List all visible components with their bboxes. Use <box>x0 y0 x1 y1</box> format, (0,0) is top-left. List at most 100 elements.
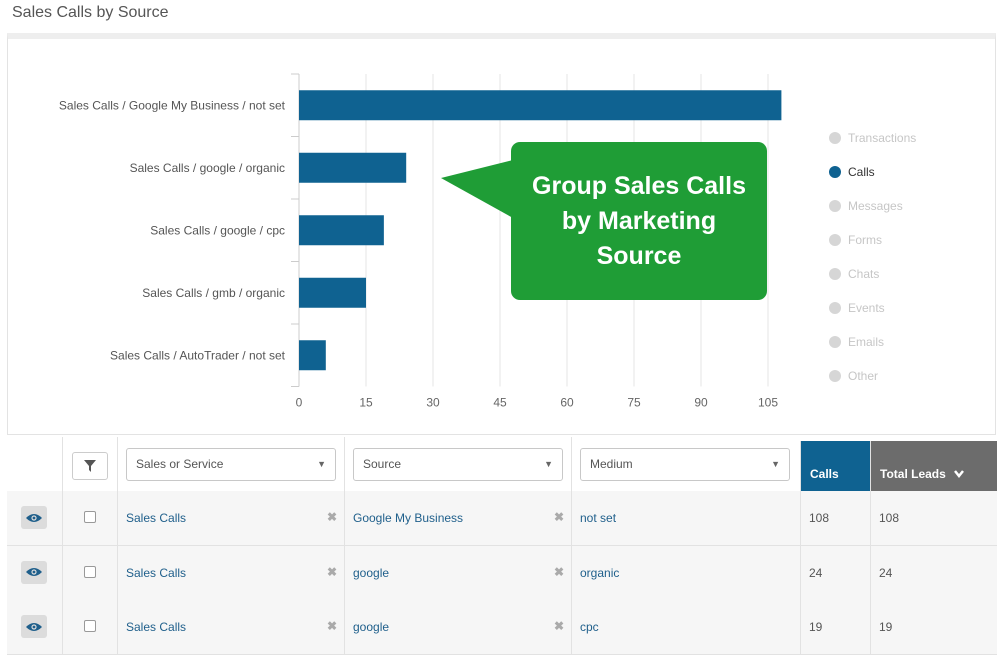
source-select[interactable]: Source ▼ <box>353 448 563 481</box>
y-category-label: Sales Calls / google / cpc <box>150 223 285 237</box>
legend-label: Chats <box>848 267 880 281</box>
row-source-cell: google ✖ <box>344 600 571 654</box>
page-title: Sales Calls by Source <box>12 4 169 21</box>
table-row: Sales Calls ✖ google ✖ organic 24 24 <box>7 545 997 601</box>
legend-item-emails[interactable]: Emails <box>829 325 916 359</box>
x-tick-label: 45 <box>493 396 507 410</box>
leads-table: Sales or Service ▼ Source ▼ Medium ▼ Cal… <box>7 437 997 659</box>
legend-label: Other <box>848 369 879 383</box>
source-value[interactable]: google <box>353 565 390 580</box>
legend-item-transactions[interactable]: Transactions <box>829 121 916 155</box>
total-leads-value: 24 <box>879 565 893 580</box>
row-eye-cell <box>7 600 62 654</box>
y-category-label: Sales Calls / Google My Business / not s… <box>59 98 286 112</box>
x-tick-label: 90 <box>694 396 708 410</box>
legend-label: Events <box>848 301 885 315</box>
eye-icon <box>26 567 42 577</box>
total-leads-column-header[interactable]: Total Leads <box>870 441 997 491</box>
remove-icon[interactable]: ✖ <box>326 564 337 579</box>
table-row: Sales Calls ✖ google ✖ cpc 19 19 <box>7 600 997 655</box>
total-leads-value: 108 <box>879 511 900 525</box>
legend-dot-icon <box>829 336 841 348</box>
x-tick-label: 105 <box>758 396 778 410</box>
medium-select[interactable]: Medium ▼ <box>580 448 790 481</box>
bar <box>299 90 782 121</box>
medium-value[interactable]: cpc <box>580 620 599 634</box>
legend-item-events[interactable]: Events <box>829 291 916 325</box>
chevron-down-icon: ▼ <box>544 459 553 469</box>
medium-value[interactable]: not set <box>580 511 617 525</box>
row-leads-cell: 108 <box>870 491 997 545</box>
y-category-label: Sales Calls / gmb / organic <box>142 286 285 300</box>
source-select-label: Source <box>363 457 402 471</box>
row-source-cell: Google My Business ✖ <box>344 491 571 545</box>
legend-dot-icon <box>829 302 841 314</box>
legend-item-calls[interactable]: Calls <box>829 155 916 189</box>
bar-chart: 0 15 30 45 60 75 90 105 Sales Calls / Google My … <box>59 73 782 410</box>
calls-value: 108 <box>809 511 830 525</box>
x-tick-label: 15 <box>359 396 373 410</box>
row-eye-cell <box>7 546 62 600</box>
remove-icon[interactable]: ✖ <box>326 510 337 524</box>
callout-box: Group Sales Calls by Marketing Source <box>511 142 767 300</box>
row-type-cell: Sales Calls ✖ <box>117 600 344 654</box>
bar <box>299 215 384 246</box>
medium-select-label: Medium <box>590 457 633 471</box>
y-category-label: Sales Calls / AutoTrader / not set <box>110 348 286 362</box>
y-category-label: Sales Calls / google / organic <box>130 161 285 175</box>
legend-item-other[interactable]: Other <box>829 359 916 393</box>
row-calls-cell: 24 <box>800 545 870 600</box>
row-checkbox[interactable] <box>84 620 96 632</box>
remove-icon[interactable]: ✖ <box>553 564 564 579</box>
row-checkbox-cell <box>62 545 117 600</box>
x-tick-label: 30 <box>426 396 440 410</box>
header-source-cell: Source ▼ <box>344 437 571 491</box>
calls-column-header[interactable]: Calls <box>800 441 870 491</box>
row-calls-cell: 108 <box>800 491 870 545</box>
legend-label: Forms <box>848 233 882 247</box>
type-value[interactable]: Sales Calls <box>126 620 187 634</box>
legend-label: Transactions <box>848 131 917 145</box>
row-source-cell: google ✖ <box>344 545 571 600</box>
chevron-down-icon: ▼ <box>317 459 326 469</box>
row-type-cell: Sales Calls ✖ <box>117 491 344 545</box>
remove-icon[interactable]: ✖ <box>553 619 564 633</box>
legend-label: Calls <box>848 165 875 179</box>
legend-dot-icon <box>829 234 841 246</box>
x-tick-label: 0 <box>296 396 303 410</box>
total-leads-value: 19 <box>879 620 893 634</box>
calls-value: 19 <box>809 620 823 634</box>
source-value[interactable]: google <box>353 620 390 634</box>
view-button[interactable] <box>21 560 47 584</box>
sales-or-service-label: Sales or Service <box>136 457 224 471</box>
type-value[interactable]: Sales Calls <box>126 511 187 525</box>
total-leads-text: Total Leads <box>880 467 946 481</box>
view-button[interactable] <box>21 615 47 638</box>
row-checkbox-cell <box>62 491 117 545</box>
legend-item-forms[interactable]: Forms <box>829 223 916 257</box>
row-medium-cell: not set <box>571 491 800 545</box>
eye-icon <box>26 622 42 632</box>
filter-icon <box>84 460 96 472</box>
eye-icon <box>26 513 42 523</box>
calls-value: 24 <box>809 565 823 580</box>
legend-item-messages[interactable]: Messages <box>829 189 916 223</box>
medium-value[interactable]: organic <box>580 565 620 580</box>
row-medium-cell: cpc <box>571 600 800 654</box>
type-value[interactable]: Sales Calls <box>126 565 187 580</box>
remove-icon[interactable]: ✖ <box>553 510 564 524</box>
header-filter-cell <box>62 437 117 491</box>
callout-text: Group Sales Calls by Marketing Source <box>532 171 746 270</box>
filter-button[interactable] <box>72 452 108 480</box>
row-leads-cell: 19 <box>870 600 997 654</box>
x-tick-label: 75 <box>627 396 641 410</box>
legend-item-chats[interactable]: Chats <box>829 257 916 291</box>
row-checkbox[interactable] <box>84 565 96 578</box>
source-value[interactable]: Google My Business <box>353 511 464 525</box>
view-button[interactable] <box>21 506 47 529</box>
remove-icon[interactable]: ✖ <box>326 619 337 633</box>
header-eye-cell <box>7 437 62 491</box>
sales-or-service-select[interactable]: Sales or Service ▼ <box>126 448 336 481</box>
row-checkbox[interactable] <box>84 511 96 523</box>
sort-descending-icon <box>954 470 965 479</box>
